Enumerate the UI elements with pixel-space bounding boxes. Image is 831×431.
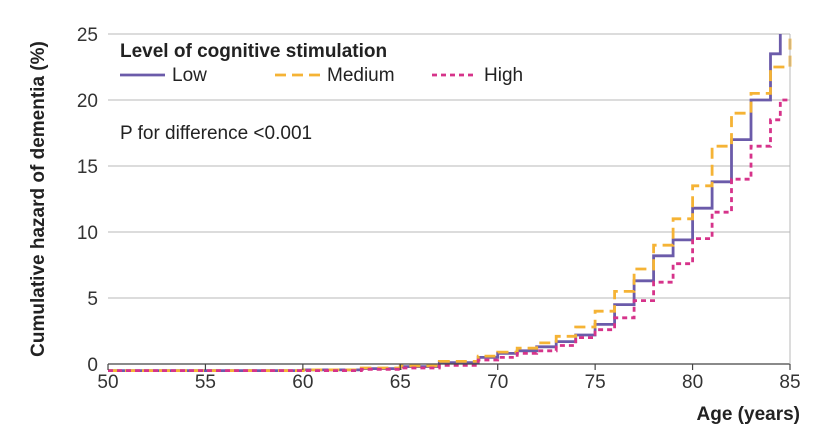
x-tick-label-85: 85 [779, 372, 800, 393]
x-tick-label-60: 60 [292, 372, 313, 393]
y-tick-label-0: 0 [87, 355, 98, 376]
x-tick-label-50: 50 [97, 372, 118, 393]
legend-label-medium: Medium [327, 65, 395, 86]
y-tick-label-15: 15 [77, 157, 98, 178]
series-line-high [108, 98, 790, 372]
x-tick-label-70: 70 [487, 372, 508, 393]
x-tick-label-80: 80 [682, 372, 703, 393]
series-lines [108, 34, 792, 372]
y-tick-label-5: 5 [87, 289, 98, 310]
x-tick-label-65: 65 [390, 372, 411, 393]
axes [107, 34, 791, 370]
tick-labels: 50 55 60 65 70 75 80 85 0 5 10 15 20 25 [77, 25, 801, 393]
x-tick-label-55: 55 [195, 372, 216, 393]
legend-entries: Low Medium High [120, 65, 523, 86]
y-tick-label-10: 10 [77, 223, 98, 244]
legend: Level of cognitive stimulation Low Medium… [120, 41, 523, 86]
x-axis-title: Age (years) [697, 404, 801, 425]
y-axis-title: Cumulative hazard of dementia (%) [28, 41, 49, 357]
y-tick-label-20: 20 [77, 91, 98, 112]
x-tick-label-75: 75 [585, 372, 606, 393]
legend-label-low: Low [172, 65, 207, 86]
p-value-annotation: P for difference <0.001 [120, 123, 312, 144]
legend-title: Level of cognitive stimulation [120, 41, 387, 62]
legend-label-high: High [484, 65, 523, 86]
series-line-medium [108, 34, 792, 372]
y-tick-label-25: 25 [77, 25, 98, 46]
